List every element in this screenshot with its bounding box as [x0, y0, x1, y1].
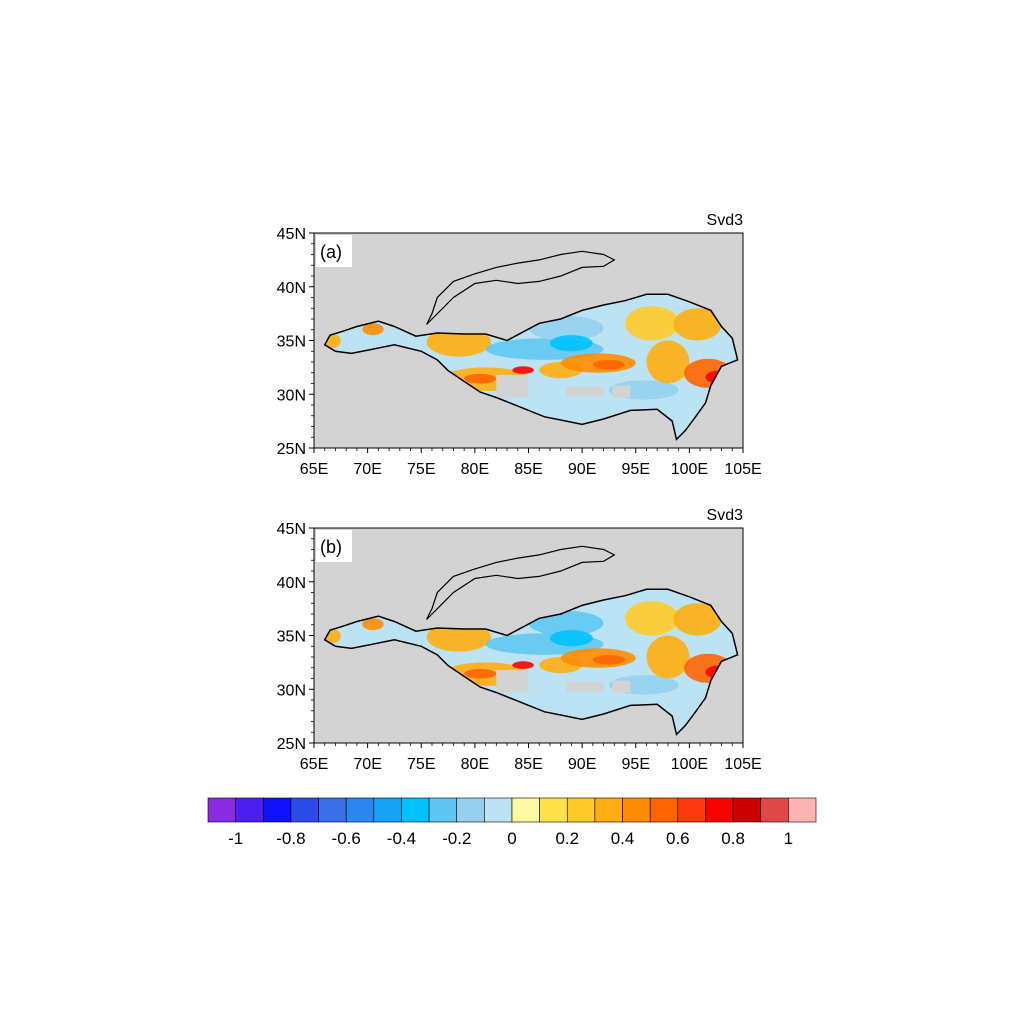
field-patch	[464, 668, 497, 679]
colorbar-swatch	[373, 797, 402, 823]
colorbar-swatch	[428, 797, 458, 823]
lat-tick-label: 35N	[277, 334, 306, 351]
colorbar-swatch	[705, 797, 734, 823]
field-patch	[426, 622, 491, 652]
colorbar: -1 -0.8 -0.6 -0.4 -0.2 0 0.2 0.4 0.6 0.8 1	[207, 797, 817, 848]
colorbar-swatch	[649, 797, 679, 823]
field-patch	[512, 661, 534, 669]
plateau-outline	[323, 588, 739, 736]
panel-title: Svd3	[707, 507, 744, 524]
lat-tick-label: 30N	[277, 387, 306, 404]
colorbar-swatch	[401, 797, 430, 823]
basin-outline	[426, 545, 616, 620]
colorbar-swatch	[732, 797, 762, 823]
colorbar-swatch	[235, 797, 264, 823]
colorbar-swatch	[456, 797, 485, 823]
lon-tick-label: 105E	[724, 461, 761, 478]
lon-tick-label: 85E	[514, 756, 542, 773]
field-patch	[646, 340, 690, 384]
missing-data	[612, 385, 631, 398]
lon-tick-label: 90E	[568, 756, 596, 773]
lon-tick-label: 95E	[622, 756, 650, 773]
colorbar-label: -0.8	[276, 829, 305, 848]
colorbar-label: 1	[784, 829, 793, 848]
lon-tick-label: 80E	[461, 461, 489, 478]
colorbar-label: 0.8	[721, 829, 745, 848]
colorbar-swatch	[290, 797, 319, 823]
colorbar-swatch	[262, 797, 292, 823]
lon-tick-label: 75E	[407, 461, 435, 478]
missing-data	[496, 374, 529, 398]
lon-tick-label: 70E	[353, 756, 381, 773]
lon-tick-label: 100E	[671, 756, 708, 773]
colorbar-swatch	[788, 797, 817, 823]
lat-tick-label: 45N	[277, 521, 306, 538]
colorbar-swatch	[345, 797, 375, 823]
field-patch	[625, 601, 679, 636]
field-patch	[362, 323, 384, 336]
panel-label: (a)	[320, 242, 342, 262]
basin-outline	[426, 250, 616, 325]
colorbar-label: 0.4	[611, 829, 635, 848]
field-patch	[426, 327, 491, 357]
field-patch	[625, 306, 679, 341]
colorbar-swatch	[539, 797, 568, 823]
missing-data	[612, 680, 631, 693]
field-patch	[512, 366, 534, 374]
colorbar-swatch	[760, 797, 789, 823]
lon-tick-label: 65E	[300, 756, 328, 773]
colorbar-label: -1	[228, 829, 243, 848]
colorbar-swatch	[594, 797, 623, 823]
lat-tick-label: 25N	[277, 441, 306, 458]
missing-data	[566, 386, 604, 397]
lat-tick-label: 25N	[277, 736, 306, 753]
panel-label: (b)	[320, 537, 342, 557]
field-patch	[362, 618, 384, 631]
colorbar-label: -0.2	[442, 829, 471, 848]
lon-tick-label: 105E	[724, 756, 761, 773]
panel-title: Svd3	[707, 212, 744, 229]
panel-a: (a) Svd3 45N 40N 35N 30N 25N 65E 70E 75E 80E 85E 90E…	[277, 212, 762, 478]
colorbar-label: 0.6	[666, 829, 690, 848]
field-patch	[464, 373, 497, 384]
colorbar-label: 0.2	[555, 829, 579, 848]
colorbar-swatch	[622, 797, 651, 823]
lon-tick-label: 75E	[407, 756, 435, 773]
field-patch	[549, 630, 593, 647]
field-patch	[673, 603, 722, 636]
lon-tick-label: 70E	[353, 461, 381, 478]
colorbar-label: 0	[507, 829, 516, 848]
colorbar-swatch	[484, 797, 513, 823]
lat-tick-label: 40N	[277, 280, 306, 297]
colorbar-swatch	[318, 797, 347, 823]
missing-data	[566, 681, 604, 692]
lat-tick-label: 40N	[277, 575, 306, 592]
lon-tick-label: 80E	[461, 756, 489, 773]
colorbar-swatch	[677, 797, 706, 823]
lon-tick-label: 65E	[300, 461, 328, 478]
field-patch	[646, 635, 690, 679]
lon-tick-label: 100E	[671, 461, 708, 478]
plateau-outline	[323, 293, 739, 441]
lon-tick-label: 90E	[568, 461, 596, 478]
lat-tick-label: 35N	[277, 629, 306, 646]
field-patch	[592, 654, 626, 665]
colorbar-label: -0.6	[332, 829, 361, 848]
missing-data	[496, 669, 529, 693]
lat-tick-label: 45N	[277, 226, 306, 243]
colorbar-label: -0.4	[387, 829, 416, 848]
lon-tick-label: 95E	[622, 461, 650, 478]
panel-label-box	[316, 235, 352, 267]
panel-label-box	[316, 530, 352, 562]
panel-b: (b) Svd3 45N 40N 35N 30N 25N 65E 70E 75E 80E 85E 90E…	[277, 507, 762, 773]
field-patch	[549, 335, 593, 352]
field-patch	[592, 359, 626, 370]
colorbar-swatch	[511, 797, 540, 823]
lat-tick-label: 30N	[277, 682, 306, 699]
colorbar-swatch	[207, 797, 236, 823]
lon-tick-label: 85E	[514, 461, 542, 478]
field-patch	[673, 308, 722, 341]
colorbar-swatch	[566, 797, 596, 823]
